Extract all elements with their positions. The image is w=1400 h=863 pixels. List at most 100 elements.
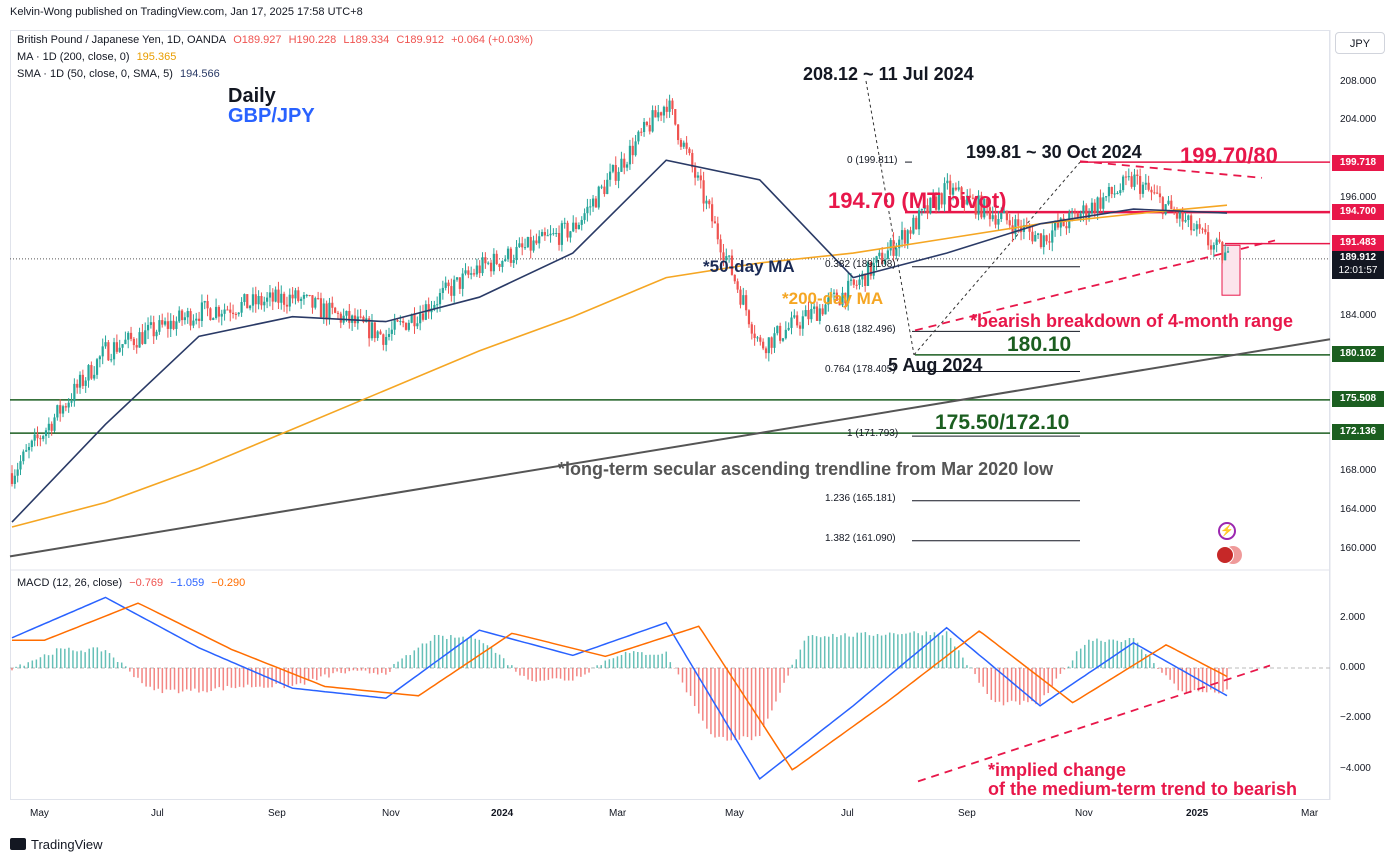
candle-body — [1167, 200, 1170, 205]
candle-body — [668, 100, 671, 112]
candle-body — [470, 273, 473, 275]
candle-body — [804, 310, 807, 317]
candle-body — [274, 289, 277, 302]
candle-body — [560, 223, 563, 245]
candle-body — [504, 259, 507, 262]
candle-body — [484, 257, 487, 264]
candle-body — [419, 313, 422, 324]
fib-label-764: 0.764 (178.405) — [825, 364, 896, 375]
candle-body — [314, 298, 317, 308]
candle-body — [1170, 200, 1173, 209]
candle-body — [694, 167, 697, 178]
sma50-value: 194.566 — [179, 68, 220, 80]
candle-body — [1212, 244, 1215, 250]
candle-body — [983, 199, 986, 218]
lightning-icon[interactable]: ⚡ — [1218, 522, 1236, 540]
candle-body — [762, 341, 765, 349]
label-pair: GBP/JPY — [228, 105, 315, 127]
candle-body — [229, 309, 232, 313]
price-tag-172: 172.136 — [1332, 424, 1384, 440]
candle-body — [1190, 215, 1193, 231]
time-tick: May — [725, 808, 744, 819]
candle-body — [492, 253, 495, 272]
candle-body — [977, 195, 980, 215]
candle-body — [963, 199, 966, 205]
candle-body — [807, 310, 810, 320]
candle-body — [691, 153, 694, 168]
flag-icon[interactable] — [1216, 546, 1242, 564]
candle-body — [509, 248, 512, 263]
candle-body — [220, 313, 223, 317]
ma200-value: 195.365 — [136, 51, 177, 63]
candle-body — [728, 255, 731, 257]
candle-body — [203, 301, 206, 303]
candle-body — [594, 198, 598, 208]
candle-body — [770, 337, 773, 348]
candle-body — [946, 180, 949, 184]
candle-body — [574, 222, 578, 230]
candle-body — [705, 200, 708, 204]
candle-body — [1175, 212, 1179, 219]
candle-body — [1073, 212, 1077, 214]
candle-body — [776, 325, 779, 334]
candle-body — [76, 383, 79, 388]
candle-body — [696, 175, 700, 178]
candle-body — [427, 304, 430, 313]
candle-body — [27, 447, 31, 451]
candle-body — [1181, 211, 1184, 222]
candle-body — [711, 204, 714, 222]
price-tick: 204.000 — [1340, 114, 1377, 125]
candle-body — [472, 273, 476, 275]
macd-tick: −2.000 — [1340, 712, 1371, 723]
candle-body — [135, 345, 138, 348]
candle-body — [606, 179, 609, 195]
candle-body — [906, 230, 909, 244]
candle-body — [319, 298, 323, 318]
label-support-175-172: 175.50/172.10 — [935, 411, 1070, 434]
candle-body — [1141, 184, 1145, 194]
candle-body — [1076, 213, 1079, 219]
candle-body — [370, 322, 374, 339]
candle-body — [495, 253, 498, 264]
candle-body — [475, 265, 478, 275]
candle-body — [832, 292, 836, 294]
macd-tick: 0.000 — [1340, 662, 1366, 673]
candle-body — [107, 342, 110, 361]
sma50-label: SMA · 1D (50, close, 0, SMA, 5) — [17, 68, 173, 80]
price-tick: 184.000 — [1340, 310, 1377, 321]
candle-body — [1002, 210, 1006, 214]
low-value: L189.334 — [343, 34, 390, 46]
candle-body — [660, 112, 663, 116]
candle-body — [1207, 232, 1210, 246]
candle-body — [540, 232, 544, 237]
time-tick: May — [30, 808, 49, 819]
tradingview-logo[interactable]: TradingView — [10, 837, 103, 852]
candle-body — [818, 308, 821, 321]
candle-body — [657, 112, 660, 118]
candle-body — [1019, 225, 1023, 232]
currency-button[interactable]: JPY — [1335, 32, 1385, 54]
candle-body — [368, 318, 371, 339]
candle-body — [793, 315, 796, 318]
candle-body — [231, 312, 235, 314]
candle-body — [1153, 192, 1156, 194]
candle-body — [1122, 176, 1125, 191]
candle-body — [682, 142, 685, 147]
macd-hist-value: −0.769 — [129, 577, 164, 589]
candle-body — [146, 324, 150, 331]
candle-body — [532, 240, 535, 251]
candle-body — [226, 309, 229, 311]
candle-body — [413, 314, 416, 327]
candle-body — [1031, 231, 1034, 242]
candle-body — [450, 286, 453, 296]
candle-body — [892, 240, 895, 256]
candle-body — [379, 331, 382, 335]
label-high-oct: 199.81 ~ 30 Oct 2024 — [966, 142, 1142, 162]
candle-body — [44, 430, 48, 437]
candle-body — [248, 305, 252, 309]
candle-body — [841, 292, 844, 306]
candle-body — [889, 240, 892, 251]
candle-body — [1017, 219, 1020, 226]
candle-body — [1048, 241, 1051, 243]
candle-body — [1085, 205, 1088, 219]
